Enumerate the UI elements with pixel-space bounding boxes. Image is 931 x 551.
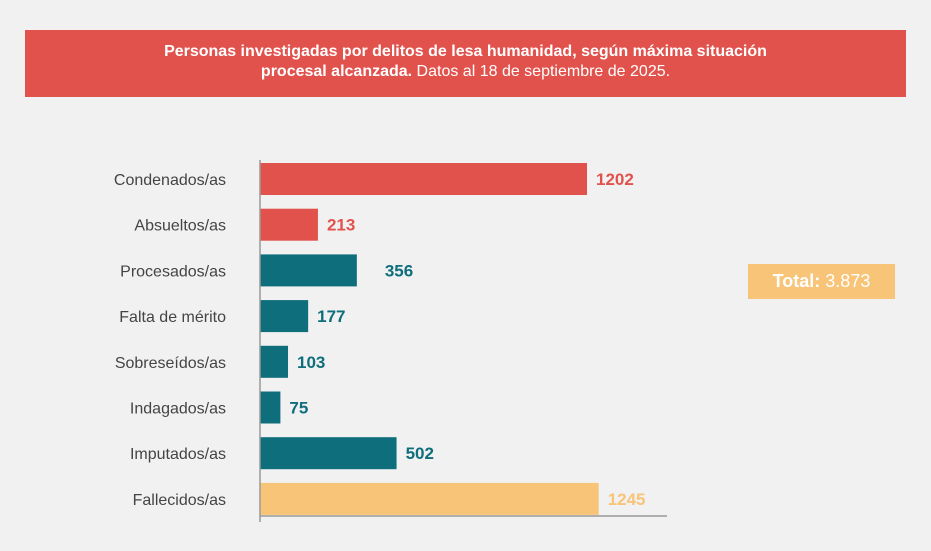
bar <box>260 208 318 241</box>
category-label: Falta de mérito <box>119 309 226 326</box>
title-date: Datos al 18 de septiembre de 2025. <box>412 63 671 80</box>
bar <box>260 300 309 333</box>
category-label: Sobreseídos/as <box>115 355 226 372</box>
category-label: Fallecidos/as <box>133 492 226 509</box>
chart-title-banner: Personas investigadas por delitos de les… <box>25 30 906 97</box>
value-label: 502 <box>406 444 434 463</box>
value-label: 177 <box>317 307 345 326</box>
total-label: Total: <box>772 271 821 291</box>
value-label: 1245 <box>608 490 646 509</box>
bar <box>260 482 599 515</box>
value-label: 213 <box>327 216 355 235</box>
title-bold-line1: Personas investigadas por delitos de les… <box>164 43 767 60</box>
category-label: Absueltos/as <box>134 218 226 235</box>
total-value: 3.873 <box>820 271 871 291</box>
value-label: 103 <box>297 353 325 372</box>
bar <box>260 437 397 470</box>
category-label: Imputados/as <box>130 446 226 463</box>
title-bold-line2: procesal alcanzada. <box>260 63 413 80</box>
value-label: 1202 <box>596 170 634 189</box>
bar <box>260 163 587 195</box>
total-badge: Total: 3.873 <box>748 264 895 299</box>
bar <box>260 254 357 287</box>
category-label: Indagados/as <box>130 401 226 418</box>
bar <box>260 391 281 424</box>
bar <box>260 345 289 378</box>
category-label: Procesados/as <box>120 263 226 280</box>
category-label: Condenados/as <box>114 172 226 189</box>
value-label: 356 <box>385 261 413 280</box>
value-label: 75 <box>289 399 308 418</box>
